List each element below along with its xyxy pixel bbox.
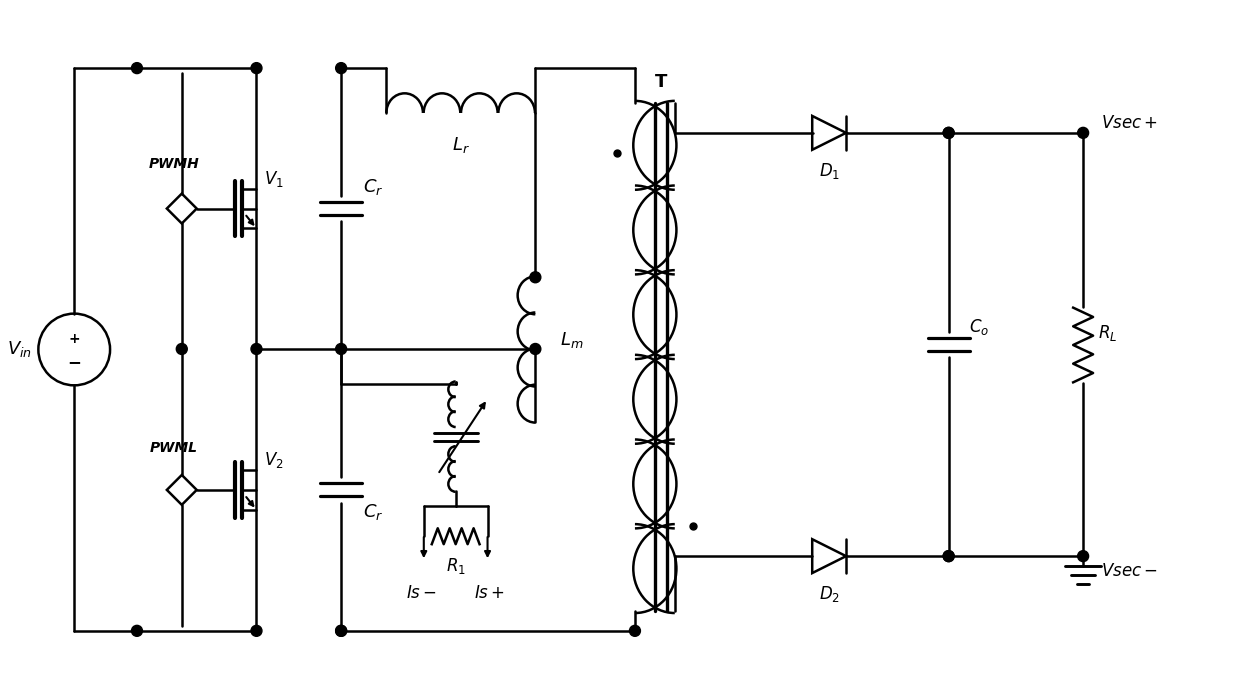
Text: $V_{in}$: $V_{in}$ [7, 339, 32, 359]
Text: $C_r$: $C_r$ [363, 502, 383, 522]
Circle shape [944, 551, 954, 561]
Circle shape [250, 63, 262, 74]
Circle shape [944, 127, 954, 138]
Text: $R_L$: $R_L$ [1099, 323, 1117, 343]
Circle shape [336, 625, 347, 636]
Circle shape [176, 344, 187, 354]
Text: PWMH: PWMH [149, 157, 200, 170]
Circle shape [250, 625, 262, 636]
Circle shape [131, 625, 143, 636]
Circle shape [250, 344, 262, 354]
Circle shape [336, 63, 347, 74]
Circle shape [529, 344, 541, 354]
Text: PWML: PWML [150, 441, 198, 455]
Circle shape [1078, 551, 1089, 561]
Circle shape [944, 551, 954, 561]
Text: $R_1$: $R_1$ [445, 556, 466, 576]
Text: $L_r$: $L_r$ [451, 135, 470, 155]
Circle shape [630, 625, 640, 636]
Circle shape [529, 272, 541, 283]
Text: $V_1$: $V_1$ [264, 169, 284, 189]
Text: −: − [67, 353, 81, 372]
Circle shape [131, 63, 143, 74]
Circle shape [336, 344, 347, 354]
Circle shape [944, 127, 954, 138]
Circle shape [336, 625, 347, 636]
Text: $V_2$: $V_2$ [264, 450, 284, 470]
Circle shape [1078, 127, 1089, 138]
Text: $Vsec-$: $Vsec-$ [1101, 562, 1158, 580]
Text: $D_1$: $D_1$ [818, 161, 839, 181]
Text: $Is-$: $Is-$ [407, 584, 438, 602]
Text: $L_m$: $L_m$ [560, 330, 584, 350]
Text: +: + [68, 332, 81, 346]
Text: $C_o$: $C_o$ [968, 317, 988, 337]
Text: $D_2$: $D_2$ [818, 584, 839, 604]
Text: $C_r$: $C_r$ [363, 177, 383, 196]
Text: T: T [655, 73, 667, 91]
Text: $Is+$: $Is+$ [474, 584, 505, 602]
Text: $Vsec+$: $Vsec+$ [1101, 114, 1158, 132]
